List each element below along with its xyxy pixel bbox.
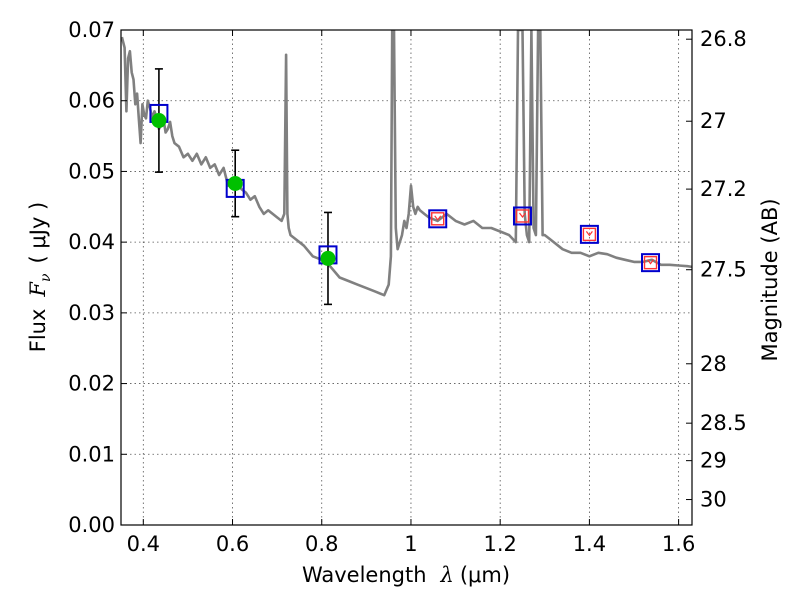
- x-tick-label: 1: [404, 532, 417, 556]
- y-tick-label: 0.02: [68, 372, 115, 396]
- y2-tick-label: 29: [700, 449, 727, 473]
- y2-tick-label: 27: [700, 109, 727, 133]
- x-tick-label: 0.6: [216, 532, 249, 556]
- model-photometry-layer: [149, 103, 661, 273]
- x-tick-label: 0.4: [127, 532, 160, 556]
- detection-marker: [227, 175, 243, 191]
- observed-detection-layer: [151, 113, 336, 266]
- gridlines: [121, 29, 692, 526]
- y-axis-label: FluxFν( μJy ): [26, 202, 54, 352]
- y2-axis-label: Magnitude (AB): [758, 198, 782, 361]
- y-tick-label: 0.07: [68, 18, 115, 42]
- y-tick-label: 0.05: [68, 159, 115, 183]
- upper-limit-arrow: [647, 259, 654, 265]
- plot-frame: [120, 29, 693, 526]
- x-axis-label: Wavelength λ (μm): [302, 563, 510, 587]
- y-tick-label: 0.04: [68, 230, 115, 254]
- y2-tick-label: 30: [700, 488, 727, 512]
- y2-tick-label: 28.5: [700, 411, 747, 435]
- x-tick-label: 1.2: [483, 532, 516, 556]
- upper-limit-arrow: [434, 215, 442, 221]
- model-spectrum-layer: [121, 30, 692, 297]
- y2-tick-label: 27.5: [700, 258, 747, 282]
- model-photometry-marker: [641, 253, 661, 273]
- upper-limit-marker: [643, 255, 658, 270]
- y2-tick-label: 27.2: [700, 177, 747, 201]
- model-photometry-marker: [428, 209, 448, 229]
- upper-limit-layer: [431, 209, 658, 270]
- detection-marker: [320, 250, 336, 266]
- detection-marker: [151, 113, 167, 129]
- axis-ticks: [121, 29, 692, 526]
- model-photometry-marker: [579, 224, 599, 244]
- upper-limit-marker: [515, 209, 530, 223]
- y2-tick-labels: 26.8 27 27.2 27.5 28 28.5 29 30: [700, 27, 747, 511]
- y-tick-label: 0.00: [68, 513, 115, 537]
- x-tick-label: 0.8: [305, 532, 338, 556]
- upper-limit-arrow: [519, 212, 526, 218]
- y2-tick-label: 26.8: [700, 27, 747, 51]
- upper-limit-arrow: [585, 231, 593, 237]
- y-tick-label: 0.03: [68, 301, 115, 325]
- y-tick-labels: 0.00 0.01 0.02 0.03 0.04 0.05 0.06 0.07: [68, 18, 115, 537]
- model-spectrum-line: [121, 30, 692, 297]
- y-tick-label: 0.01: [68, 442, 115, 466]
- upper-limit-marker: [582, 227, 597, 242]
- x-tick-label: 1.6: [662, 532, 695, 556]
- model-photometry-marker: [512, 206, 532, 226]
- y2-tick-label: 28: [700, 352, 727, 376]
- x-tick-labels: 0.4 0.6 0.8 1 1.2 1.4 1.6: [127, 532, 696, 556]
- y-tick-label: 0.06: [68, 89, 115, 113]
- x-tick-label: 1.4: [573, 532, 606, 556]
- upper-limit-marker: [431, 212, 445, 226]
